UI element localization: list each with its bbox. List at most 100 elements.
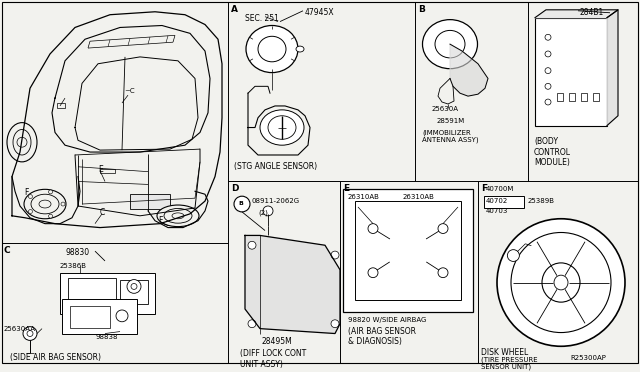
Text: C: C [99, 208, 104, 217]
Polygon shape [245, 235, 340, 334]
Text: F: F [24, 188, 28, 197]
Bar [57, 103, 65, 108]
Circle shape [545, 83, 551, 89]
Bar [581, 93, 587, 101]
Text: C: C [4, 246, 11, 255]
Ellipse shape [172, 213, 184, 219]
Circle shape [23, 327, 37, 340]
Bar [535, 17, 607, 126]
Circle shape [131, 283, 137, 289]
Circle shape [49, 190, 52, 194]
Bar [100, 169, 115, 173]
Circle shape [545, 68, 551, 74]
Ellipse shape [511, 232, 611, 333]
Circle shape [263, 206, 273, 216]
Text: (STG ANGLE SENSOR): (STG ANGLE SENSOR) [234, 162, 317, 171]
Text: 40703: 40703 [486, 208, 508, 214]
Ellipse shape [258, 36, 286, 62]
Text: (IMMOBILIZER
ANTENNA ASSY): (IMMOBILIZER ANTENNA ASSY) [422, 129, 479, 144]
Text: F: F [158, 216, 163, 225]
Text: 98838: 98838 [95, 334, 118, 340]
Text: B: B [238, 201, 243, 206]
Text: (2): (2) [258, 210, 268, 217]
Text: 284B1: 284B1 [580, 8, 604, 17]
Text: E: E [98, 165, 103, 174]
Bar [60, 273, 155, 314]
Ellipse shape [24, 189, 66, 219]
Text: (BODY
CONTROL
MODULE): (BODY CONTROL MODULE) [534, 137, 571, 167]
Circle shape [28, 209, 33, 214]
Polygon shape [450, 44, 488, 96]
Bar [593, 93, 599, 101]
Bar [557, 93, 563, 101]
Ellipse shape [542, 263, 580, 302]
Text: R25300AP: R25300AP [570, 355, 606, 361]
Polygon shape [535, 10, 618, 17]
Text: F: F [481, 185, 487, 193]
Ellipse shape [7, 123, 37, 162]
Ellipse shape [296, 46, 304, 52]
Circle shape [368, 268, 378, 278]
Text: 40702: 40702 [486, 198, 508, 204]
Ellipse shape [260, 110, 304, 145]
Text: A: A [231, 5, 238, 14]
Circle shape [49, 214, 52, 218]
Circle shape [545, 99, 551, 105]
Ellipse shape [164, 208, 192, 223]
Text: (SIDE AIR BAG SENSOR): (SIDE AIR BAG SENSOR) [10, 353, 101, 362]
Text: D: D [231, 185, 239, 193]
Circle shape [438, 224, 448, 234]
Ellipse shape [435, 31, 465, 58]
Circle shape [438, 268, 448, 278]
Ellipse shape [422, 20, 477, 69]
Text: 25386B: 25386B [60, 263, 87, 269]
Circle shape [368, 224, 378, 234]
Text: (AIR BAG SENSOR
& DIAGNOSIS): (AIR BAG SENSOR & DIAGNOSIS) [348, 327, 416, 346]
Ellipse shape [13, 129, 31, 155]
Text: 25630A: 25630A [432, 106, 459, 112]
Circle shape [127, 280, 141, 293]
Text: ~C: ~C [125, 88, 135, 94]
Text: B: B [418, 5, 425, 14]
Text: 25389B: 25389B [528, 198, 555, 204]
Text: 26310AB: 26310AB [348, 194, 380, 200]
Circle shape [28, 195, 33, 199]
Bar [68, 278, 116, 309]
Ellipse shape [31, 194, 59, 214]
Ellipse shape [157, 205, 199, 227]
Text: 40700M: 40700M [486, 186, 515, 192]
Circle shape [17, 137, 27, 147]
Circle shape [545, 51, 551, 57]
Text: 98820 W/SIDE AIRBAG: 98820 W/SIDE AIRBAG [348, 317, 426, 323]
Circle shape [248, 320, 256, 328]
Ellipse shape [39, 200, 51, 208]
Ellipse shape [497, 219, 625, 346]
Circle shape [27, 331, 33, 336]
Circle shape [331, 320, 339, 328]
Ellipse shape [554, 275, 568, 290]
Text: (TIRE PRESSURE
SENSOR UNIT): (TIRE PRESSURE SENSOR UNIT) [481, 356, 538, 370]
Circle shape [61, 202, 65, 206]
Text: 98830: 98830 [65, 248, 89, 257]
Circle shape [234, 196, 250, 212]
Circle shape [508, 250, 520, 262]
Text: DISK WHEEL: DISK WHEEL [481, 348, 528, 357]
Bar [343, 189, 473, 312]
Text: 08911-2062G: 08911-2062G [252, 198, 300, 204]
Text: E: E [343, 185, 349, 193]
Text: SEC. 251: SEC. 251 [245, 14, 279, 23]
Bar [130, 194, 170, 209]
Circle shape [248, 241, 256, 249]
Circle shape [331, 251, 339, 259]
Text: (DIFF LOCK CONT
UNIT ASSY): (DIFF LOCK CONT UNIT ASSY) [240, 349, 307, 369]
Text: 25630AA: 25630AA [4, 326, 36, 332]
Text: 28591M: 28591M [437, 118, 465, 124]
Text: 28495M: 28495M [262, 337, 292, 346]
Bar [120, 280, 148, 304]
Bar [355, 201, 461, 300]
Ellipse shape [268, 116, 296, 139]
Text: 47945X: 47945X [305, 8, 335, 17]
Polygon shape [607, 10, 618, 126]
Circle shape [116, 310, 128, 322]
Text: 26310AB: 26310AB [403, 194, 435, 200]
